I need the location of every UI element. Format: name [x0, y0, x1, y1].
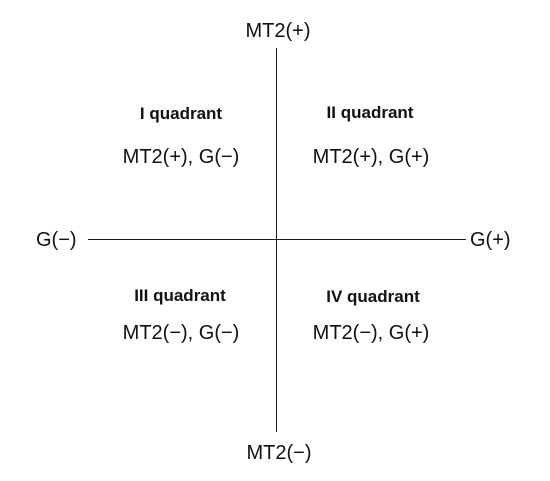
quadrant-4-title: IV quadrant	[326, 287, 420, 306]
quadrant-3-signs: MT2(−), G(−)	[122, 322, 240, 344]
horizontal-axis-line	[88, 239, 466, 240]
quadrant-1-signs: MT2(+), G(−)	[122, 146, 240, 168]
quadrant-1-title: I quadrant	[139, 104, 223, 123]
vertical-axis-line	[276, 48, 277, 432]
axis-label-left: G(−)	[36, 229, 77, 251]
quadrant-3-title: III quadrant	[134, 286, 226, 305]
quadrant-2-signs: MT2(+), G(+)	[312, 146, 430, 168]
axis-label-bottom: MT2(−)	[246, 442, 312, 464]
axis-label-right: G(+)	[470, 229, 511, 251]
quadrant-2-title: II quadrant	[326, 103, 414, 122]
quadrant-4-signs: MT2(−), G(+)	[312, 322, 430, 344]
axis-label-top: MT2(+)	[245, 20, 311, 42]
